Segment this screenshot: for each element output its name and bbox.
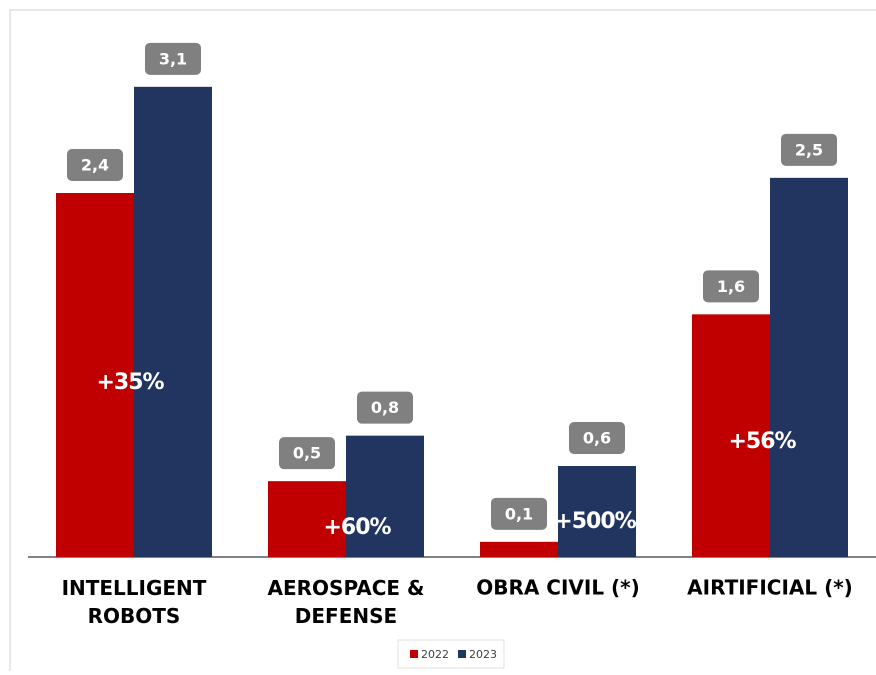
bar xyxy=(268,481,346,557)
data-label: 2,4 xyxy=(81,156,109,175)
x-tick-label: OBRA CIVIL (*) xyxy=(476,576,640,600)
bar xyxy=(134,86,212,557)
data-label: 0,5 xyxy=(293,444,321,463)
data-label: 0,1 xyxy=(505,504,533,523)
legend-swatch xyxy=(410,650,418,658)
data-label: 1,6 xyxy=(717,277,745,296)
data-label-box xyxy=(145,42,201,75)
bar xyxy=(480,541,558,557)
data-label-box xyxy=(781,133,837,166)
bar xyxy=(770,177,848,558)
data-label-box xyxy=(279,437,335,470)
data-label-box xyxy=(67,149,123,181)
annotation: +56% xyxy=(728,429,796,454)
annotation: +60% xyxy=(323,515,391,540)
data-label: 3,1 xyxy=(159,49,187,68)
data-label-box xyxy=(569,422,625,454)
legend-swatch xyxy=(458,650,466,658)
legend-box xyxy=(397,639,505,669)
legend-label: 2022 xyxy=(421,648,449,661)
bar xyxy=(56,193,134,557)
data-label: 2,5 xyxy=(795,140,823,159)
data-label: 0,6 xyxy=(583,429,611,448)
data-label-box xyxy=(491,497,547,530)
annotation: +35% xyxy=(96,370,164,395)
data-label-box xyxy=(703,270,759,303)
x-tick-label: INTELLIGENT ROBOTS xyxy=(62,576,207,628)
annotation: +500% xyxy=(554,509,636,534)
bar xyxy=(692,314,770,557)
bar xyxy=(558,466,636,557)
bar xyxy=(346,435,424,557)
chart-frame xyxy=(9,9,876,671)
data-label-box xyxy=(357,391,413,424)
x-tick-label: AEROSPACE & DEFENSE xyxy=(268,576,425,628)
x-tick-label: AIRTIFICIAL (*) xyxy=(687,576,853,600)
data-label: 0,8 xyxy=(371,398,399,417)
legend-label: 2023 xyxy=(469,648,497,661)
